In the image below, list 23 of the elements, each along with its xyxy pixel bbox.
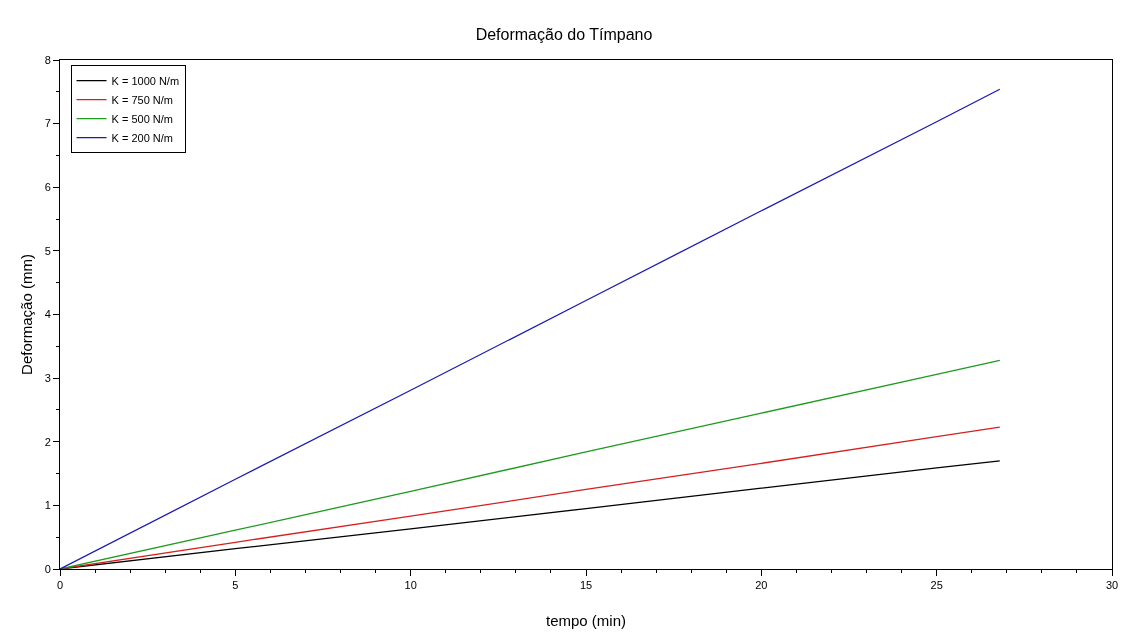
y-tick-label: 6: [44, 181, 51, 194]
chart-title: Deformação do Tímpano: [475, 25, 653, 43]
x-tick-label: 25: [930, 579, 943, 592]
y-tick-label: 0: [44, 562, 51, 575]
x-axis-title: tempo (min): [545, 612, 627, 630]
y-axis-title: Deformação (mm): [17, 254, 35, 375]
legend-label: K = 750 N/m: [111, 93, 173, 106]
x-tick-label: 5: [232, 579, 239, 592]
y-tick-label: 3: [44, 371, 51, 384]
x-tick-label: 0: [56, 579, 64, 592]
x-tick-label: 20: [755, 579, 768, 592]
legend-label: K = 1000 N/m: [111, 74, 180, 87]
y-tick-label: 8: [44, 53, 51, 66]
x-tick-label: 10: [404, 579, 417, 592]
y-tick-label: 1: [44, 499, 51, 512]
legend-label: K = 500 N/m: [111, 112, 173, 125]
x-tick-label: 30: [1105, 579, 1119, 592]
legend-label: K = 200 N/m: [111, 131, 173, 144]
y-tick-label: 5: [44, 244, 51, 257]
y-tick-label: 2: [44, 435, 51, 448]
x-tick-label: 15: [579, 579, 593, 592]
y-tick-label: 4: [44, 308, 51, 321]
y-tick-label: 7: [44, 117, 51, 130]
